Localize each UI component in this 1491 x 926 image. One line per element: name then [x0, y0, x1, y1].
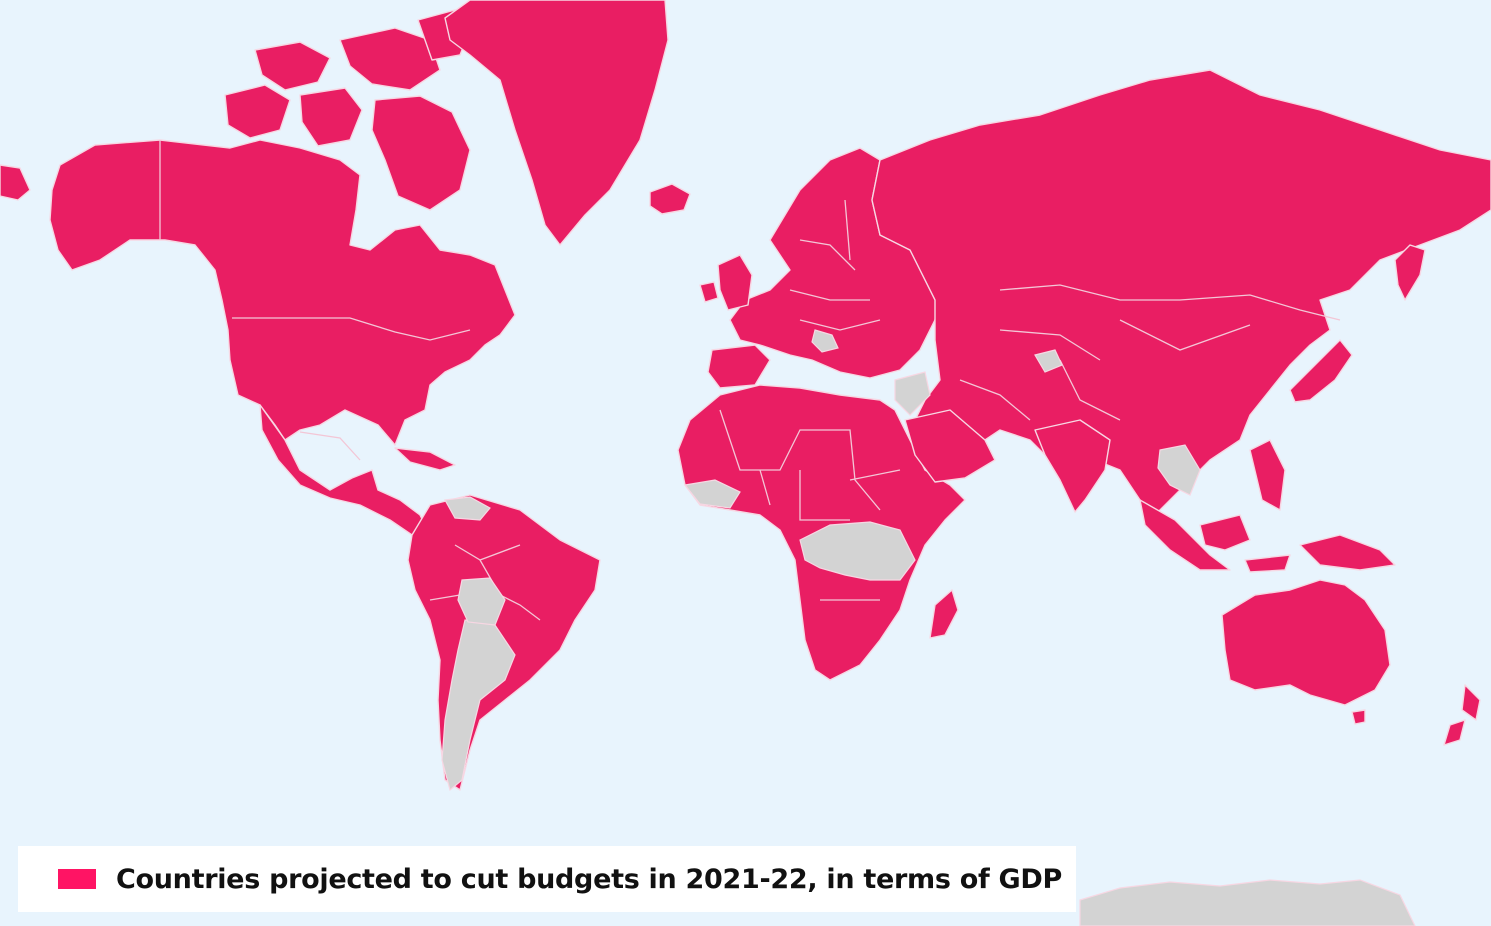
arctic-archipelago	[224, 9, 471, 211]
iceland	[649, 183, 691, 215]
europe	[729, 147, 941, 379]
bolivia	[457, 577, 506, 626]
new-zealand	[1461, 684, 1481, 721]
caribbean	[394, 447, 456, 471]
arabian-peninsula	[904, 409, 996, 483]
greenland	[444, 0, 669, 246]
legend-swatch	[58, 869, 96, 889]
legend: Countries projected to cut budgets in 20…	[18, 846, 1076, 912]
iberia	[707, 344, 771, 389]
syria-jordan	[894, 371, 931, 416]
guyana	[444, 496, 491, 521]
balkans-grey	[811, 329, 839, 353]
central-asia-grey	[1034, 349, 1063, 373]
india	[1034, 419, 1111, 513]
north-america	[49, 139, 516, 446]
uk-ireland	[717, 254, 753, 311]
alaska-west	[0, 164, 31, 201]
central-africa	[799, 521, 916, 581]
southeast-asia-islands	[1139, 499, 1231, 571]
legend-label: Countries projected to cut budgets in 20…	[116, 863, 1062, 895]
madagascar	[929, 589, 959, 639]
japan	[1289, 339, 1353, 403]
australia	[1221, 579, 1391, 706]
antarctica	[1079, 879, 1416, 926]
argentina	[441, 619, 516, 792]
sahel-grey	[683, 479, 741, 509]
thailand-laos	[1157, 444, 1201, 496]
